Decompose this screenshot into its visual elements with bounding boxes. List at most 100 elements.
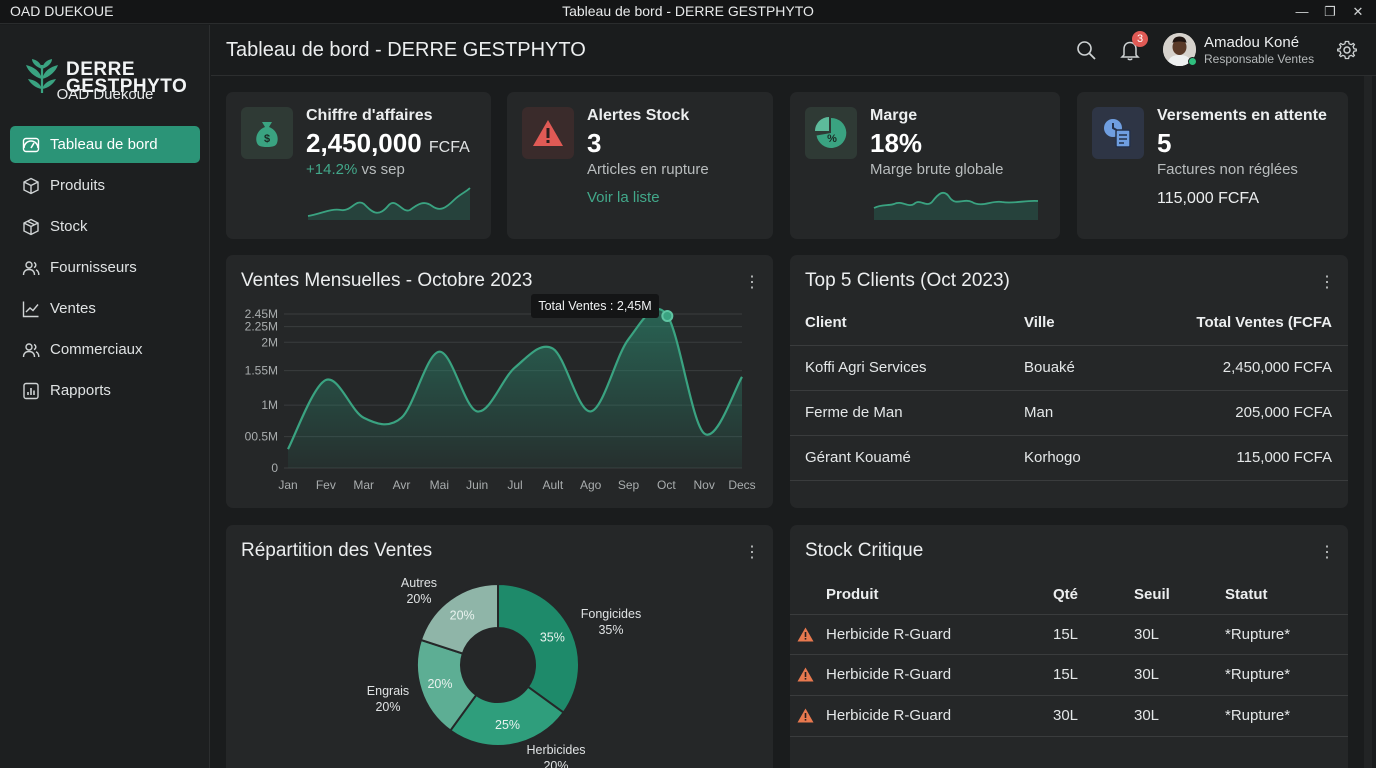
warning-icon [797,667,814,681]
kpi-title: Chiffre d'affaires [306,107,433,124]
critical-stock-panel: Stock Critique ⋮ Produit Qté Seuil Statu… [790,525,1348,768]
product-name: Herbicide R-Guard [790,614,1053,654]
slice-label: 20% [427,677,452,691]
search-icon[interactable] [1075,39,1097,61]
sidebar-item-label: Stock [50,218,88,235]
top-clients-table: Client Ville Total Ventes (FCFA Koffi Ag… [790,301,1348,481]
more-options-icon[interactable]: ⋮ [1319,544,1335,561]
col-client: Client [805,314,847,332]
table-row[interactable]: Ferme de Man Man 205,000 FCFA [790,390,1348,435]
logo-line1: DERRE [66,59,136,80]
x-tick-label: Avr [393,478,411,492]
minimize-icon[interactable]: — [1295,4,1309,19]
kpi-title: Marge [870,107,918,124]
sidebar-item-ventes[interactable]: Ventes [10,290,200,327]
close-icon[interactable]: ✕ [1352,4,1364,19]
money-bag-icon: $ [241,107,293,159]
kpi-sub: Marge brute globale [870,161,1004,178]
client-total: 115,000 FCFA [1236,449,1332,466]
sidebar-item-fournisseurs[interactable]: Fournisseurs [10,249,200,286]
gear-icon[interactable] [1336,39,1358,61]
y-tick-label: 00.5M [245,430,278,444]
page-title: Tableau de bord - DERRE GESTPHYTO [226,39,586,61]
restore-icon[interactable]: ❐ [1324,4,1336,19]
x-tick-label: Mai [430,478,449,492]
cube-icon [23,218,39,235]
revenue-sparkline [307,187,471,220]
product-label: Herbicide R-Guard [826,666,952,683]
kpi-card-payments[interactable]: Versements en attente 5 Factures non rég… [1077,92,1348,239]
table-row[interactable]: Koffi Agri Services Bouaké 2,450,000 FCF… [790,345,1348,390]
client-name: Koffi Agri Services [805,359,927,376]
x-tick-label: Fev [316,478,336,492]
leaf-logo-icon [26,59,58,93]
client-city: Korhogo [1024,449,1081,466]
user-name: Amadou Koné [1204,34,1300,51]
y-tick-label: 2M [261,335,278,349]
table-row[interactable]: Herbicide R-Guard 30L 30L *Rupture* [790,695,1348,736]
warning-icon [797,708,814,722]
slice-label: 20% [450,609,475,623]
window-title: Tableau de bord - DERRE GESTPHYTO [562,3,814,19]
sidebar-item-label: Ventes [50,300,96,317]
sidebar-item-label: Rapports [50,382,111,399]
scrollbar[interactable] [1364,76,1372,768]
kpi-card-revenue[interactable]: $ Chiffre d'affaires 2,450,000 FCFA +14.… [226,92,491,239]
logo: DERRE GESTPHYTO [24,59,194,101]
logo-line2: GESTPHYTO [66,76,188,97]
pending-amount: 115,000 FCFA [1157,190,1259,207]
kpi-sub: Articles en rupture [587,161,709,178]
y-tick-label: 2.45M [245,307,278,321]
kpi-value: 3 [587,128,602,158]
critical-stock-table: Produit Qté Seuil Statut Herbicide R-Gua… [790,575,1348,737]
kpi-sub: Factures non réglées [1157,161,1298,178]
x-tick-label: Ago [580,478,602,492]
y-tick-label: 2.25M [245,320,278,334]
x-tick-label: Sep [618,478,640,492]
table-row[interactable]: Herbicide R-Guard 15L 30L *Rupture* [790,614,1348,654]
revenue-delta: +14.2% [306,161,358,178]
sidebar-item-stock[interactable]: Stock [10,208,200,245]
avatar[interactable] [1163,33,1196,66]
svg-text:%: % [827,133,837,145]
col-ville: Ville [1024,314,1055,332]
table-row[interactable]: Gérant Kouamé Korhogo 115,000 FCFA [790,435,1348,480]
tooltip-box [531,294,659,318]
col-qte: Qté [1053,585,1079,603]
bell-icon[interactable] [1119,39,1141,61]
client-total: 2,450,000 FCFA [1222,359,1332,376]
kpi-delta: +14.2% vs sep [306,161,405,178]
pie-slice [419,582,499,655]
users-icon [22,260,40,275]
dashboard-icon [22,137,40,152]
sales-chart-panel: Ventes Mensuelles - Octobre 2023 ⋮ 2.45M… [226,255,773,508]
pie-slice [448,685,565,747]
top-clients-panel: Top 5 Clients (Oct 2023) ⋮ Client Ville … [790,255,1348,508]
sales-distribution-panel: Répartition des Ventes ⋮ 35% 25% 20% 20% Fon… [226,525,773,768]
sidebar-item-commerciaux[interactable]: Commerciaux [10,331,200,368]
x-tick-label: Jan [278,478,297,492]
trend-icon [22,301,39,317]
view-list-link[interactable]: Voir la liste [587,189,660,206]
sidebar-item-rapports[interactable]: Rapports [10,372,200,409]
warning-icon [797,627,814,641]
users-icon [22,342,40,357]
sidebar-item-produits[interactable]: Produits [10,167,200,204]
series-area [288,308,742,468]
table-header-row: Produit Qté Seuil Statut [790,575,1348,614]
user-avatar-icon [1163,33,1196,66]
window-titlebar: OAD DUEKOUE Tableau de bord - DERRE GEST… [0,0,1376,24]
kpi-value: 18% [870,128,923,158]
table-row[interactable]: Herbicide R-Guard 15L 30L *Rupture* [790,654,1348,695]
x-tick-label: Juin [466,478,488,492]
legend-label: Engrais [367,684,409,698]
more-options-icon[interactable]: ⋮ [1319,274,1335,291]
kpi-title: Versements en attente [1157,107,1327,124]
revenue-delta-ref: vs sep [361,161,405,178]
sidebar-item-tableau-de-bord[interactable]: Tableau de bord [10,126,200,163]
kpi-card-margin[interactable]: % Marge 18% Marge brute globale [790,92,1060,239]
kpi-card-alerts[interactable]: Alertes Stock 3 Articles en rupture Voir… [507,92,773,239]
x-tick-label: Jul [507,478,522,492]
legend-label: Autres [401,576,437,590]
kpi-value: 2,450,000 FCFA [306,128,470,159]
